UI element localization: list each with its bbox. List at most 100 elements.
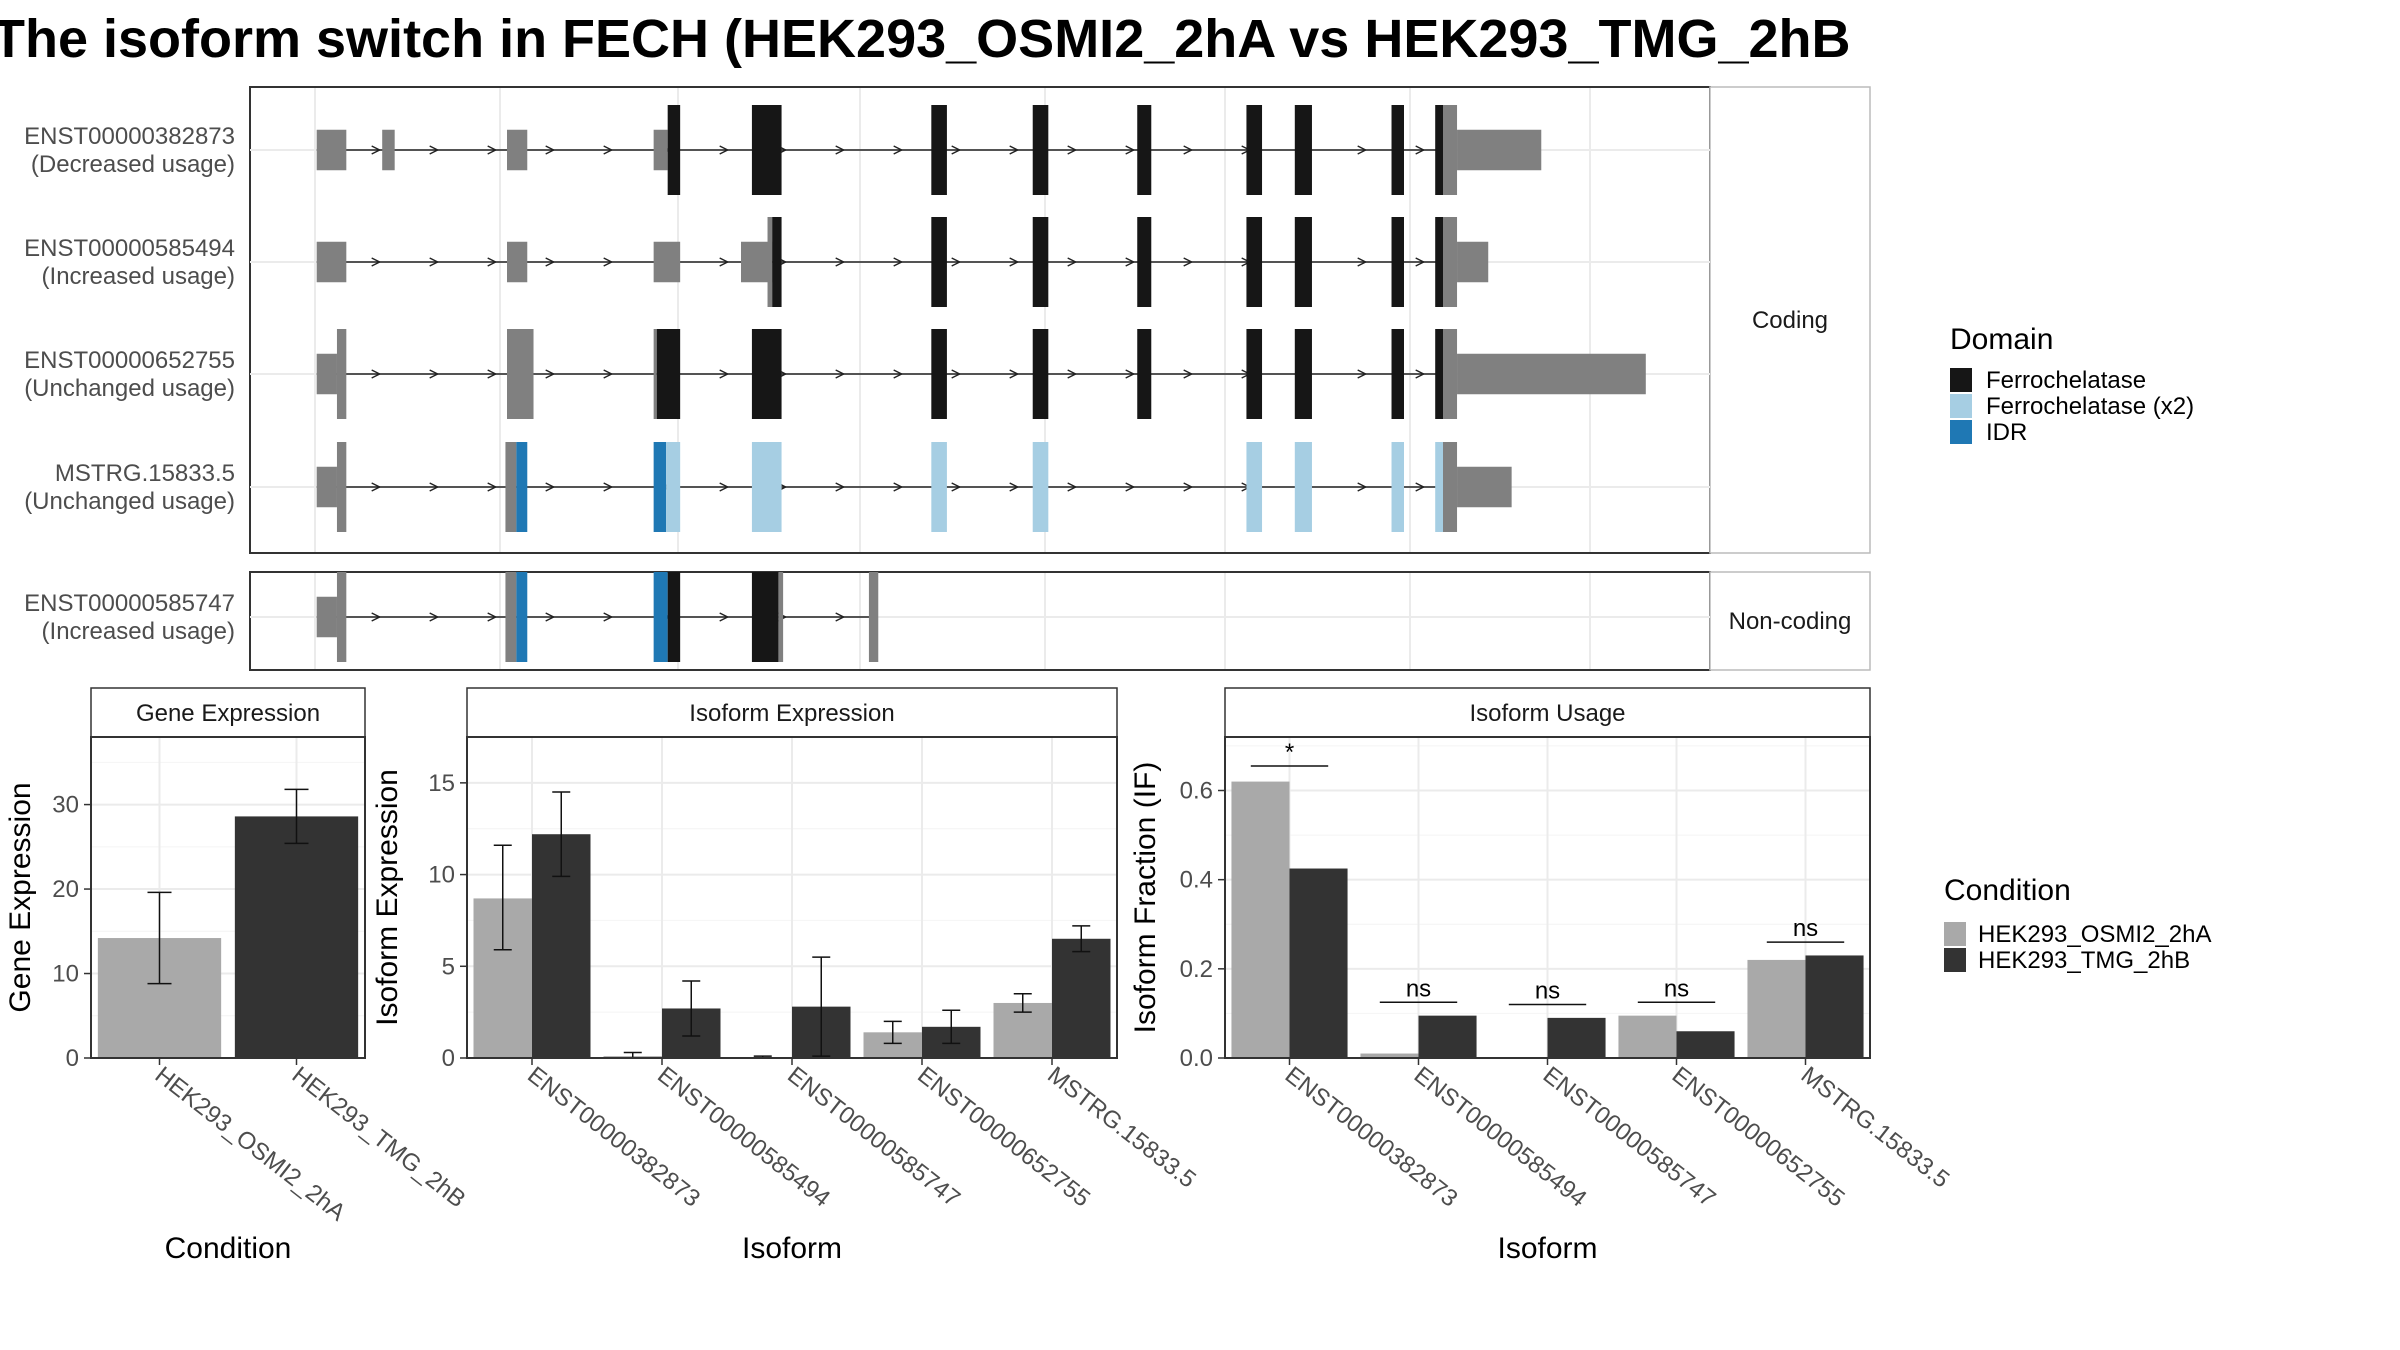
- exon-block: [505, 572, 517, 662]
- bar: [1231, 781, 1290, 1058]
- intron-direction-arrow: [835, 612, 846, 622]
- bar: [1805, 955, 1864, 1058]
- bar: [1360, 1053, 1419, 1058]
- y-tick-label: 10: [52, 961, 79, 988]
- intron-direction-arrow: [835, 145, 846, 155]
- exon-block: [653, 241, 681, 283]
- intron-direction-arrow: [429, 257, 440, 267]
- exon-block: [1391, 217, 1404, 307]
- intron-direction-arrow: [1125, 369, 1136, 379]
- intron-direction-arrow: [1415, 145, 1426, 155]
- intron-direction-arrow: [951, 257, 962, 267]
- intron-direction-arrow: [603, 145, 614, 155]
- exon-block: [507, 329, 534, 419]
- exon-block: [778, 572, 784, 662]
- domain-legend-swatch: [1950, 420, 1972, 444]
- exon-block: [505, 442, 517, 532]
- intron-direction-arrow: [429, 612, 440, 622]
- condition-legend-swatch: [1944, 922, 1966, 946]
- exon-block: [316, 129, 347, 171]
- exon-block: [1435, 442, 1443, 532]
- exon-block: [316, 596, 337, 638]
- intron-direction-arrow: [1067, 369, 1078, 379]
- exon-block: [1435, 329, 1443, 419]
- bar: [1747, 959, 1806, 1058]
- significance-label: ns: [1535, 978, 1560, 1005]
- y-tick-label: 5: [442, 953, 455, 980]
- intron-direction-arrow: [1125, 145, 1136, 155]
- intron-direction-arrow: [1415, 369, 1426, 379]
- intron-direction-arrow: [1009, 257, 1020, 267]
- intron-direction-arrow: [487, 369, 498, 379]
- exon-block: [507, 241, 528, 283]
- intron-direction-arrow: [371, 145, 382, 155]
- intron-direction-arrow: [893, 257, 904, 267]
- intron-direction-arrow: [603, 257, 614, 267]
- transcript-structure-panels: Coding Non-coding ENST00000382873(Decrease…: [24, 86, 1871, 671]
- y-axis-title: Isoform Expression: [371, 769, 404, 1026]
- intron-direction-arrow: [1357, 145, 1368, 155]
- y-tick-label: 0: [66, 1045, 79, 1072]
- transcript-id-label: ENST00000382873: [24, 123, 235, 150]
- intron-direction-arrow: [835, 257, 846, 267]
- intron-direction-arrow: [835, 369, 846, 379]
- intron-direction-arrow: [371, 369, 382, 379]
- exon-block: [666, 442, 681, 532]
- y-tick-label: 0.0: [1180, 1045, 1213, 1072]
- domain-legend-swatch: [1950, 394, 1972, 418]
- intron-direction-arrow: [429, 482, 440, 492]
- condition-legend-label: HEK293_TMG_2hB: [1978, 947, 2190, 974]
- exon-block: [931, 105, 947, 195]
- exon-block: [1137, 329, 1152, 419]
- domain-legend-title: Domain: [1950, 323, 2053, 356]
- exon-block: [741, 241, 773, 283]
- intron-direction-arrow: [1067, 145, 1078, 155]
- exon-block: [1443, 329, 1458, 419]
- exon-block: [653, 572, 668, 662]
- intron-direction-arrow: [1183, 145, 1194, 155]
- exon-block: [868, 572, 879, 662]
- domain-legend-label: Ferrochelatase: [1986, 367, 2146, 394]
- intron-direction-arrow: [1357, 369, 1368, 379]
- intron-direction-arrow: [951, 369, 962, 379]
- exon-block: [653, 329, 657, 419]
- intron-direction-arrow: [893, 369, 904, 379]
- figure-title: The isoform switch in FECH (HEK293_OSMI2…: [0, 9, 1851, 69]
- exon-block: [751, 572, 779, 662]
- exon-block: [316, 466, 337, 508]
- intron-direction-arrow: [545, 369, 556, 379]
- exon-block: [1294, 105, 1312, 195]
- intron-direction-arrow: [371, 482, 382, 492]
- intron-direction-arrow: [1067, 257, 1078, 267]
- intron-direction-arrow: [1415, 257, 1426, 267]
- condition-legend-title: Condition: [1944, 874, 2071, 907]
- structure-panel-bg: [250, 572, 1710, 670]
- intron-direction-arrow: [487, 612, 498, 622]
- exon-block: [1032, 217, 1049, 307]
- exon-block: [931, 442, 947, 532]
- y-axis-title: Isoform Fraction (IF): [1129, 762, 1162, 1034]
- exon-block: [1457, 129, 1542, 171]
- bar: [1052, 938, 1111, 1058]
- facet-strip: [1709, 86, 1871, 554]
- intron-direction-arrow: [1125, 257, 1136, 267]
- exon-block: [1246, 329, 1263, 419]
- intron-direction-arrow: [1009, 369, 1020, 379]
- exon-block: [1457, 241, 1489, 283]
- y-tick-label: 15: [428, 770, 455, 797]
- intron-direction-arrow: [1009, 482, 1020, 492]
- exon-block: [1435, 105, 1443, 195]
- significance-label: *: [1285, 739, 1294, 766]
- exon-block: [1246, 442, 1263, 532]
- exon-block: [1246, 217, 1263, 307]
- exon-block: [1457, 466, 1512, 508]
- transcript-id-label: ENST00000652755: [24, 347, 235, 374]
- intron-direction-arrow: [545, 612, 556, 622]
- bar: [1676, 1031, 1735, 1058]
- y-tick-label: 20: [52, 876, 79, 903]
- exon-block: [667, 105, 681, 195]
- intron-direction-arrow: [603, 612, 614, 622]
- bar: [1289, 868, 1348, 1058]
- y-tick-label: 30: [52, 792, 79, 819]
- intron-direction-arrow: [371, 612, 382, 622]
